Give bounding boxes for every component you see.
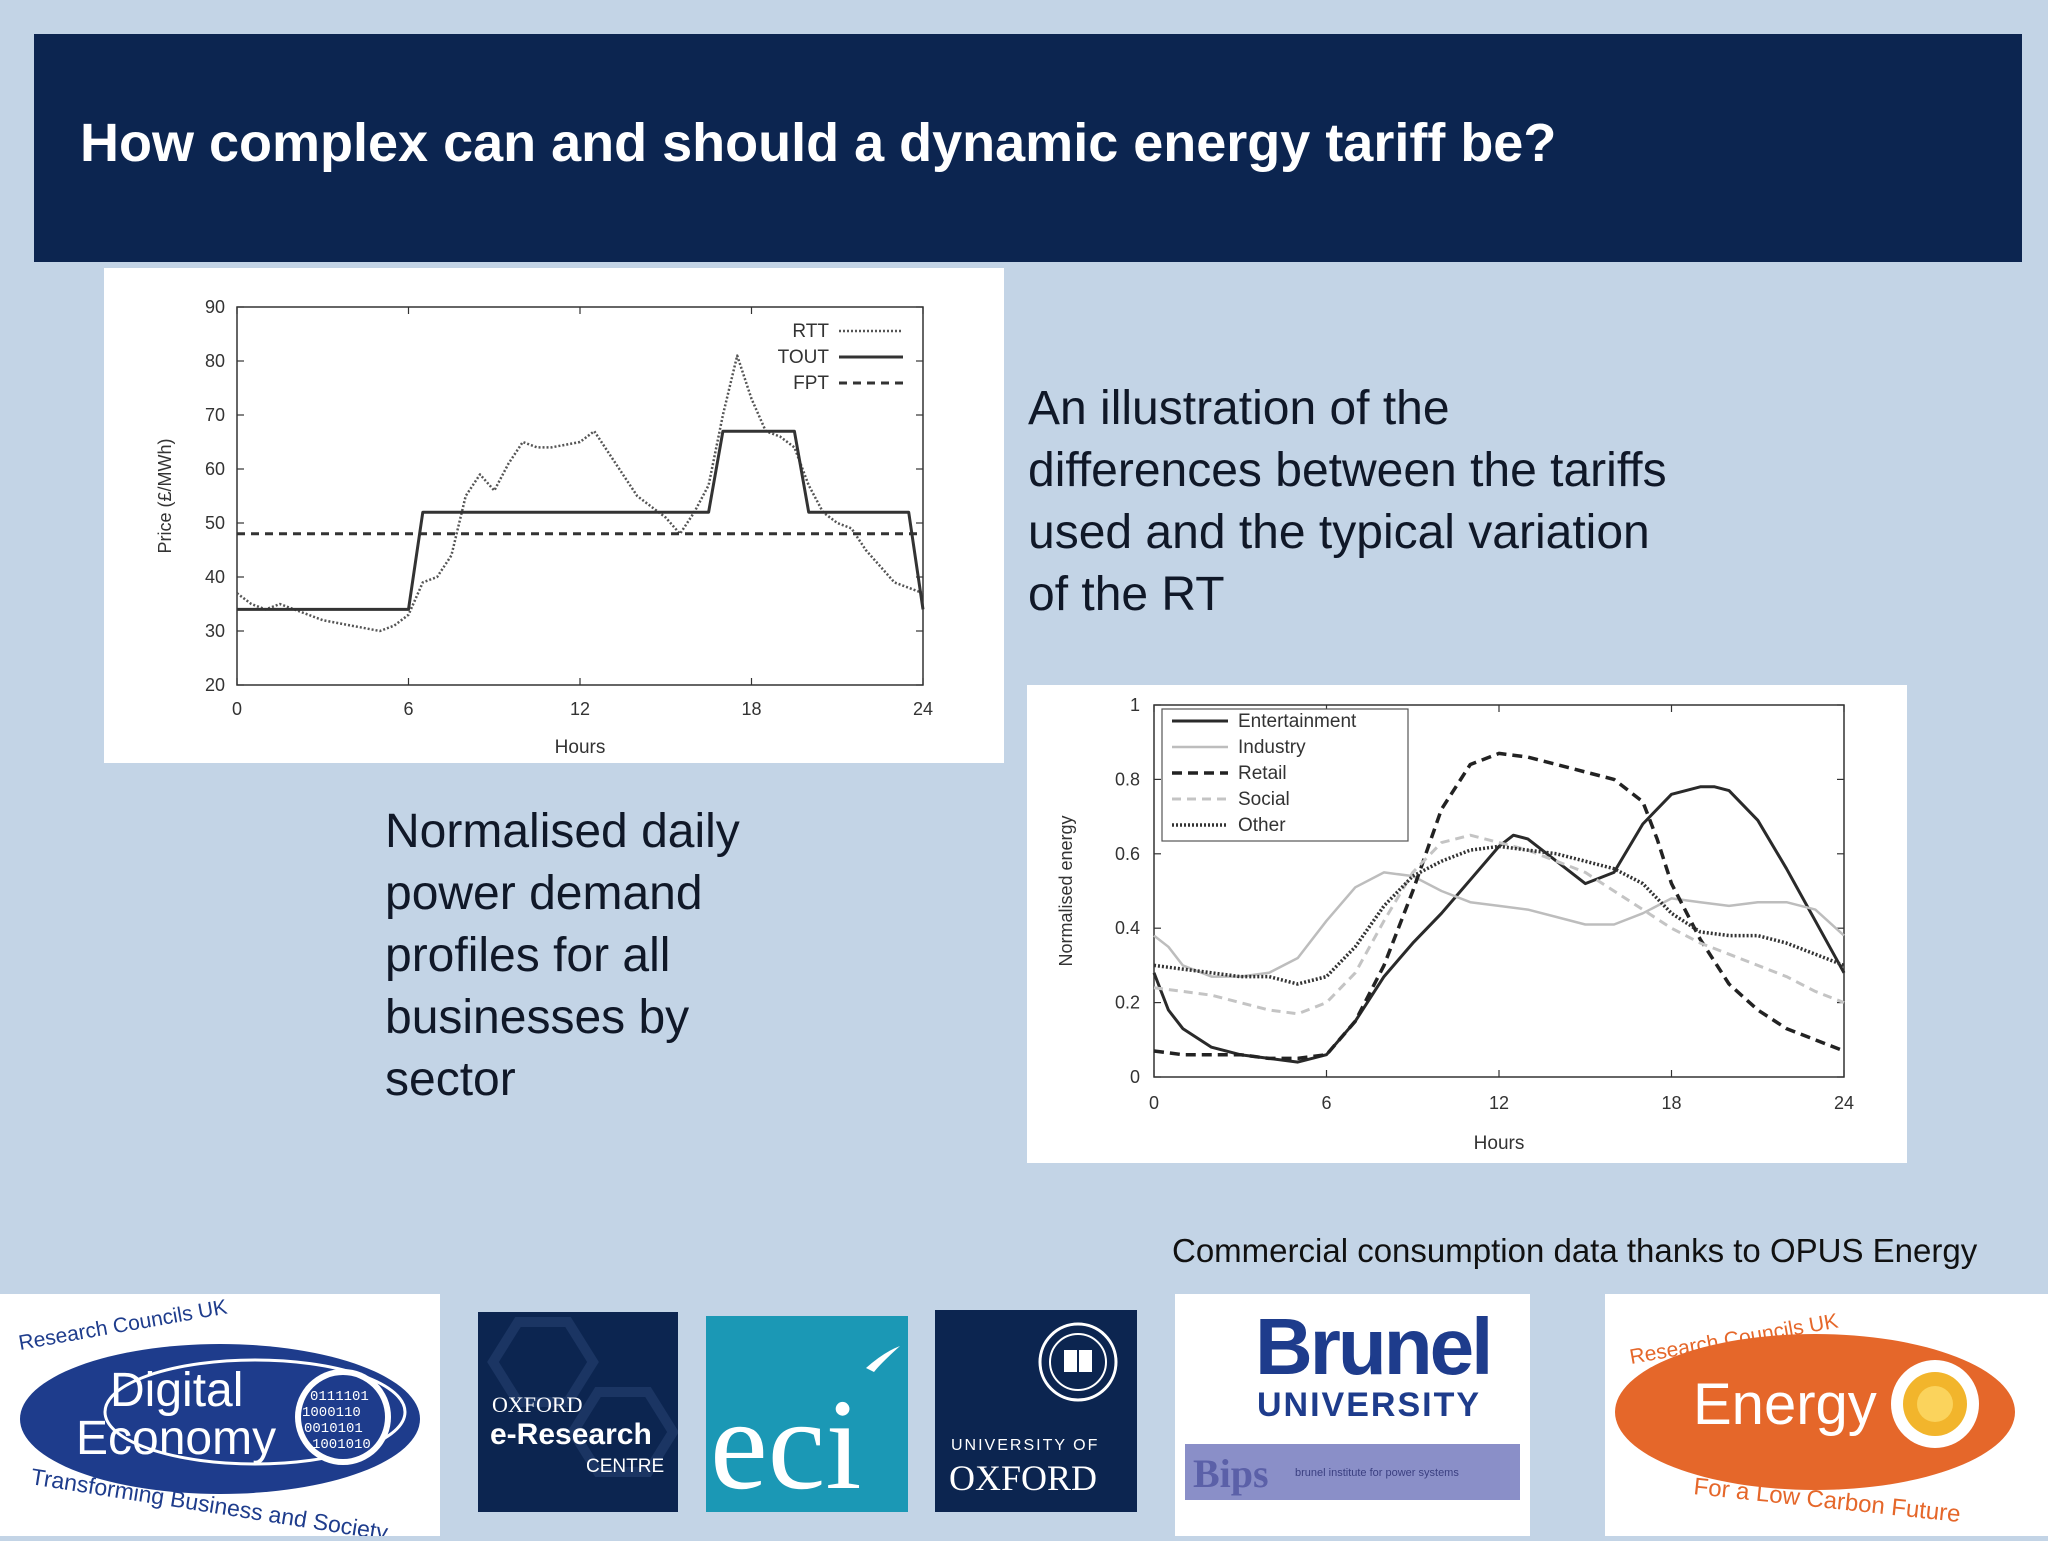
legend-label: Industry <box>1238 737 1306 758</box>
y-tick-label: 0 <box>1130 1067 1140 1087</box>
svg-text:brunel institute for power sys: brunel institute for power systems <box>1295 1467 1459 1479</box>
y-tick-label: 50 <box>205 513 225 533</box>
eci-logo: eci <box>706 1316 908 1517</box>
svg-text:UNIVERSITY OF: UNIVERSITY OF <box>951 1437 1099 1454</box>
y-axis-label: Price (£/MWh) <box>155 438 175 553</box>
svg-text:UNIVERSITY: UNIVERSITY <box>1257 1386 1481 1424</box>
y-tick-label: 0.8 <box>1115 769 1140 789</box>
legend-label: Entertainment <box>1238 711 1357 732</box>
caption-demand: Normalised daily power demand profiles f… <box>385 805 740 1106</box>
svg-text:eci: eci <box>710 1373 862 1512</box>
y-tick-label: 90 <box>205 297 225 317</box>
legend-label: FPT <box>793 373 829 394</box>
svg-text:Energy: Energy <box>1693 1372 1877 1437</box>
data-credit: Commercial consumption data thanks to OP… <box>1172 1232 1978 1269</box>
title-banner <box>34 34 2022 262</box>
oxford-university-logo: UNIVERSITY OF OXFORD <box>935 1310 1137 1512</box>
x-tick-label: 6 <box>403 699 413 719</box>
x-tick-label: 0 <box>232 699 242 719</box>
series-line-tout <box>237 429 925 611</box>
svg-text:Brunel: Brunel <box>1255 1302 1490 1391</box>
brunel-university-logo: Brunel UNIVERSITY Bips brunel institute … <box>1175 1294 1530 1536</box>
series-line-rtt <box>236 354 924 633</box>
svg-text:OXFORD: OXFORD <box>492 1392 582 1417</box>
x-tick-label: 6 <box>1321 1093 1331 1113</box>
x-tick-label: 24 <box>1834 1093 1854 1113</box>
x-tick-label: 0 <box>1149 1093 1159 1113</box>
y-tick-label: 20 <box>205 675 225 695</box>
legend-label: Other <box>1238 815 1286 836</box>
legend-label: RTT <box>792 321 829 342</box>
x-axis-label: Hours <box>1474 1133 1525 1154</box>
svg-text:e-Research: e-Research <box>490 1418 652 1451</box>
y-tick-label: 40 <box>205 567 225 587</box>
tariff-chart: 0 6 12 18 24 20 30 40 50 60 70 80 90 Hours Price (£/MW… <box>104 268 1004 763</box>
oxford-eresearch-logo: OXFORD e-Research CENTRE <box>478 1312 679 1512</box>
tariff-chart-svg: 0 6 12 18 24 20 30 40 50 60 70 80 90 Hours Price (£/MW… <box>155 297 933 758</box>
y-tick-label: 0.4 <box>1115 918 1140 938</box>
svg-text:1000110: 1000110 <box>302 1405 361 1421</box>
rcuk-energy-logo: Research Councils UK Energy For a Low Ca… <box>1605 1294 2048 1536</box>
y-tick-label: 60 <box>205 459 225 479</box>
y-tick-label: 1 <box>1130 695 1140 715</box>
svg-text:Digital: Digital <box>110 1364 243 1417</box>
y-tick-label: 0.2 <box>1115 993 1140 1013</box>
svg-text:Economy: Economy <box>76 1412 276 1465</box>
logo-strip: 0111101 1000110 0010101 1001010 Research… <box>0 1294 2048 1541</box>
x-tick-label: 12 <box>570 699 590 719</box>
y-tick-label: 30 <box>205 621 225 641</box>
svg-text:Bips: Bips <box>1193 1451 1269 1496</box>
series-line-other <box>1153 844 1845 986</box>
svg-text:CENTRE: CENTRE <box>586 1456 664 1477</box>
y-tick-label: 0.6 <box>1115 844 1140 864</box>
slide-title: How complex can and should a dynamic ene… <box>80 113 1557 173</box>
y-tick-label: 70 <box>205 405 225 425</box>
x-tick-label: 18 <box>1661 1093 1681 1113</box>
demand-chart-svg: 0 6 12 18 24 0 0.2 0.4 0.6 0.8 1 Hours Normalised en… <box>1056 695 1854 1154</box>
rcuk-digital-economy-logo: 0111101 1000110 0010101 1001010 Research… <box>0 1294 440 1541</box>
y-tick-label: 80 <box>205 351 225 371</box>
x-tick-label: 18 <box>741 699 761 719</box>
caption-tariffs: An illustration of the differences betwe… <box>1028 382 1667 621</box>
series-line-industry <box>1153 871 1845 978</box>
series-line-social <box>1153 833 1845 1016</box>
x-axis-label: Hours <box>555 737 606 758</box>
series-line-retail <box>1153 751 1845 1061</box>
x-tick-label: 12 <box>1489 1093 1509 1113</box>
legend-label: Social <box>1238 789 1290 810</box>
legend-box <box>1161 708 1409 842</box>
y-axis-label: Normalised energy <box>1056 815 1076 966</box>
svg-text:OXFORD: OXFORD <box>949 1458 1097 1498</box>
svg-text:0010101: 0010101 <box>304 1421 363 1437</box>
svg-text:0111101: 0111101 <box>310 1389 369 1405</box>
svg-text:1001010: 1001010 <box>312 1437 371 1453</box>
legend-label: Retail <box>1238 763 1287 784</box>
demand-chart: 0 6 12 18 24 0 0.2 0.4 0.6 0.8 1 Hours Normalised en… <box>1027 685 1907 1163</box>
legend-label: TOUT <box>778 347 830 368</box>
x-tick-label: 24 <box>913 699 933 719</box>
